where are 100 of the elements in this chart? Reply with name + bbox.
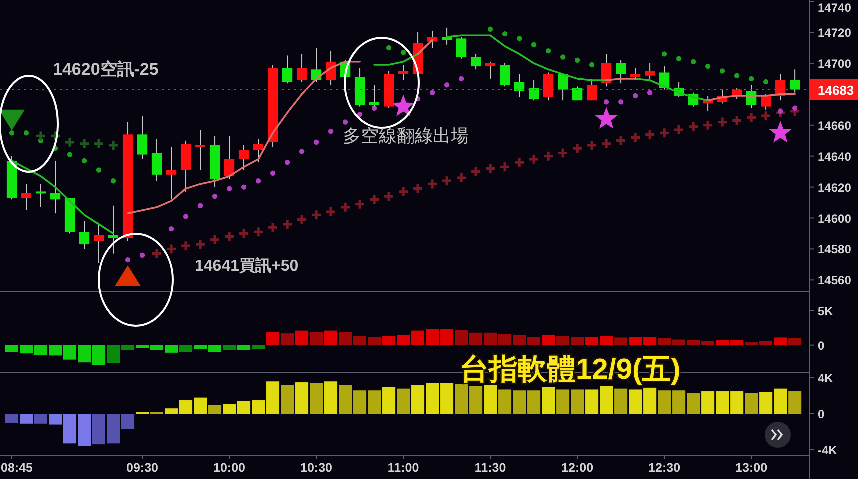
point	[763, 79, 769, 85]
point	[238, 228, 250, 240]
bar	[5, 414, 19, 423]
point	[241, 184, 247, 190]
x-tick-label: 12:00	[562, 461, 594, 475]
point	[183, 214, 189, 220]
bar	[20, 414, 34, 424]
point	[690, 59, 696, 65]
bar	[252, 345, 266, 350]
y-tick-label: 14640	[818, 150, 852, 164]
x-tick-label: 10:00	[214, 461, 246, 475]
point	[398, 186, 410, 198]
point	[734, 73, 740, 78]
bar	[324, 382, 338, 414]
point	[9, 130, 15, 136]
point	[314, 140, 320, 146]
point	[458, 76, 464, 82]
point	[256, 178, 262, 184]
point	[125, 257, 131, 263]
point	[354, 198, 366, 210]
point	[702, 120, 714, 132]
point	[516, 36, 522, 42]
point	[644, 128, 656, 140]
x-tick-label: 08:45	[1, 461, 34, 475]
point	[224, 231, 236, 243]
annotation: 14641買訊+50	[195, 257, 299, 275]
annotation: 多空線翻綠出場	[343, 126, 469, 146]
point	[357, 112, 363, 118]
bar	[296, 382, 309, 414]
point	[557, 147, 569, 160]
point	[226, 186, 232, 192]
point	[108, 140, 120, 152]
point	[705, 64, 711, 70]
point	[574, 58, 580, 63]
point	[514, 156, 526, 168]
point	[662, 52, 668, 57]
point	[342, 120, 348, 125]
bar	[310, 332, 324, 346]
point	[774, 107, 786, 119]
point	[383, 190, 395, 202]
x-tick-label: 11:30	[474, 461, 506, 475]
x-tick-label: 11:00	[388, 461, 420, 475]
bar	[296, 330, 309, 346]
point	[35, 130, 47, 142]
point	[632, 93, 638, 99]
point	[110, 178, 116, 184]
point	[430, 90, 436, 96]
point	[488, 26, 494, 32]
point	[586, 140, 598, 152]
point	[67, 152, 73, 158]
y-tick-label: 14580	[818, 242, 852, 257]
point	[267, 222, 279, 234]
point	[372, 106, 378, 111]
point	[658, 127, 670, 139]
point	[589, 62, 595, 68]
y-tick-label: 0	[818, 338, 825, 353]
annotation: 14620空訊-25	[53, 60, 159, 79]
bar	[223, 345, 236, 350]
bar	[34, 414, 48, 424]
y-tick-label: 14740	[818, 1, 852, 15]
point	[456, 172, 468, 184]
point	[270, 170, 276, 176]
point	[252, 226, 264, 238]
y-tick-label: 14600	[818, 212, 852, 226]
point	[673, 124, 685, 136]
point	[546, 48, 552, 54]
x-tick-label: 09:30	[126, 461, 159, 475]
point	[746, 112, 758, 124]
annotation: 台指軟體12/9(五)	[460, 354, 681, 386]
point	[198, 203, 204, 208]
bar	[788, 392, 802, 414]
bar	[382, 387, 396, 414]
point	[284, 160, 290, 166]
y-tick-label: 14700	[818, 56, 852, 71]
y-tick-label: -4K	[818, 443, 838, 458]
x-tick-label: 12:30	[648, 461, 681, 475]
point	[778, 108, 784, 114]
point	[426, 178, 438, 190]
y-tick-label: 4K	[818, 372, 834, 386]
point	[368, 194, 380, 206]
point	[392, 94, 415, 117]
y-tick-label: 0	[818, 408, 825, 422]
point	[212, 194, 218, 200]
point	[647, 90, 653, 96]
point	[325, 206, 337, 218]
bar	[281, 334, 294, 346]
point	[296, 214, 308, 226]
point	[180, 240, 192, 252]
point	[572, 142, 584, 154]
bar	[614, 388, 628, 414]
bar	[397, 388, 410, 414]
y-tick-label: 14620	[818, 180, 852, 195]
point	[748, 76, 754, 82]
point	[792, 106, 798, 111]
point	[93, 138, 105, 150]
point	[328, 128, 334, 134]
bar	[484, 385, 498, 414]
point	[470, 166, 482, 178]
point	[688, 121, 700, 133]
point	[676, 56, 682, 62]
